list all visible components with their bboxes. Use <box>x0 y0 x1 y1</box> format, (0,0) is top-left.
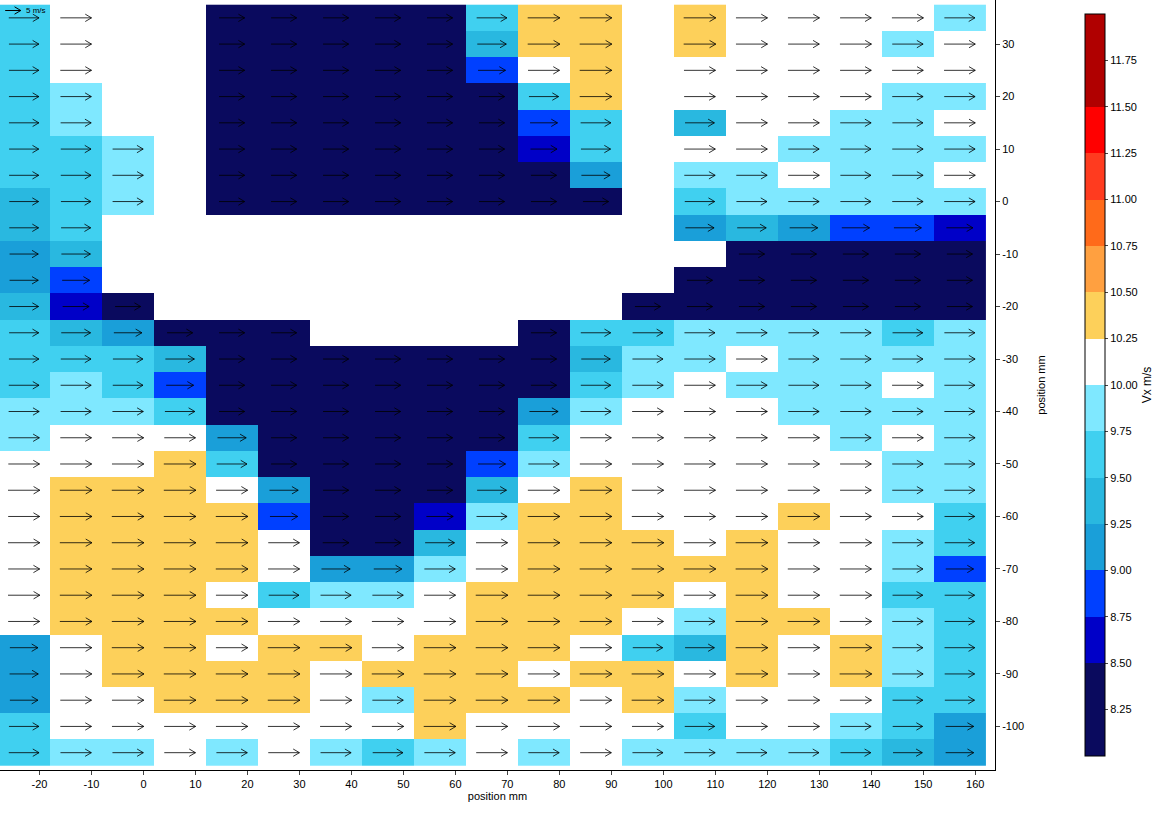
svg-text:-10: -10 <box>84 778 100 790</box>
svg-text:-80: -80 <box>1002 615 1018 627</box>
svg-text:10.00: 10.00 <box>1110 379 1138 391</box>
svg-text:120: 120 <box>758 778 776 790</box>
svg-text:11.00: 11.00 <box>1110 193 1137 205</box>
svg-text:80: 80 <box>553 778 565 790</box>
svg-text:-20: -20 <box>32 778 48 790</box>
svg-text:150: 150 <box>914 778 932 790</box>
svg-text:position mm: position mm <box>468 790 527 802</box>
svg-text:30: 30 <box>293 778 305 790</box>
svg-text:130: 130 <box>810 778 828 790</box>
svg-text:8.75: 8.75 <box>1110 611 1131 623</box>
svg-text:11.75: 11.75 <box>1110 54 1137 66</box>
svg-text:60: 60 <box>449 778 461 790</box>
svg-text:70: 70 <box>501 778 513 790</box>
svg-text:20: 20 <box>1002 90 1014 102</box>
svg-text:-20: -20 <box>1002 300 1018 312</box>
svg-text:40: 40 <box>345 778 357 790</box>
svg-text:50: 50 <box>397 778 409 790</box>
svg-text:0: 0 <box>140 778 146 790</box>
svg-text:110: 110 <box>707 778 725 790</box>
svg-text:9.25: 9.25 <box>1110 518 1131 530</box>
svg-text:-50: -50 <box>1002 458 1018 470</box>
svg-text:9.50: 9.50 <box>1110 472 1131 484</box>
svg-text:11.50: 11.50 <box>1110 101 1137 113</box>
svg-text:10.50: 10.50 <box>1110 286 1138 298</box>
svg-text:90: 90 <box>605 778 617 790</box>
svg-text:8.50: 8.50 <box>1110 657 1131 669</box>
svg-text:-60: -60 <box>1002 510 1018 522</box>
svg-text:10.75: 10.75 <box>1110 240 1138 252</box>
svg-text:10.25: 10.25 <box>1110 332 1138 344</box>
svg-text:-70: -70 <box>1002 563 1018 575</box>
svg-text:9.75: 9.75 <box>1110 425 1131 437</box>
svg-text:position mm: position mm <box>1035 355 1047 414</box>
svg-text:160: 160 <box>966 778 984 790</box>
svg-text:5 m/s: 5 m/s <box>26 6 46 15</box>
svg-text:-10: -10 <box>1002 248 1018 260</box>
svg-text:100: 100 <box>654 778 672 790</box>
svg-text:9.00: 9.00 <box>1110 564 1131 576</box>
svg-text:-30: -30 <box>1002 353 1018 365</box>
svg-text:8.25: 8.25 <box>1110 703 1131 715</box>
svg-text:-100: -100 <box>1002 720 1024 732</box>
svg-text:10: 10 <box>1002 143 1014 155</box>
svg-text:-40: -40 <box>1002 405 1018 417</box>
svg-text:-90: -90 <box>1002 668 1018 680</box>
svg-text:Vx m/s: Vx m/s <box>1140 367 1154 404</box>
svg-text:0: 0 <box>1002 195 1008 207</box>
svg-text:20: 20 <box>241 778 253 790</box>
svg-text:11.25: 11.25 <box>1110 147 1137 159</box>
svg-text:10: 10 <box>189 778 201 790</box>
svg-text:140: 140 <box>862 778 880 790</box>
svg-text:30: 30 <box>1002 38 1014 50</box>
